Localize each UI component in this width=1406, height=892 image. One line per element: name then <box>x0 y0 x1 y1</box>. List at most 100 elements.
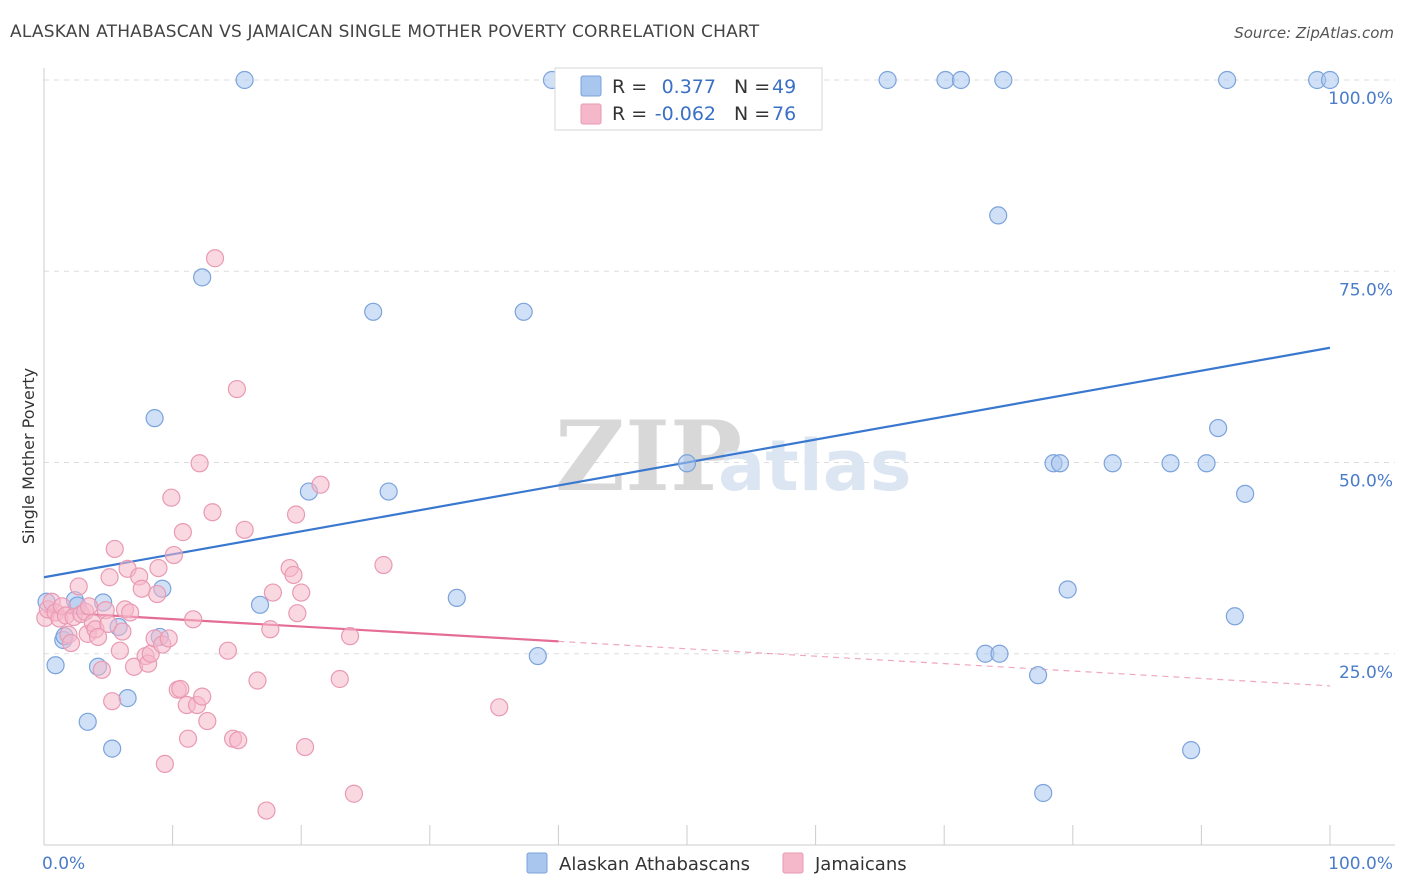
jamaican-point <box>173 523 192 542</box>
jamaican-point <box>148 584 167 604</box>
jamaican-point <box>203 503 222 522</box>
jamaican-point <box>61 633 81 653</box>
y-tick-label: 75.0% <box>1339 280 1393 300</box>
alaskan-athabascan-point <box>250 595 270 614</box>
legend-n-value: 76 <box>772 103 796 125</box>
jamaican-point <box>340 627 360 646</box>
legend-r-label: R = <box>612 103 647 125</box>
watermark-zip: ZIP <box>555 400 742 513</box>
alaskan-athabascan-point <box>235 70 254 90</box>
jamaican-point <box>184 610 203 629</box>
alaskan-athabascan-point <box>78 712 97 731</box>
jamaican-trend-line-extension <box>558 640 1331 687</box>
jamaican-point <box>132 579 151 598</box>
jamaican-point <box>193 687 212 706</box>
legend-swatch-blue <box>580 75 602 97</box>
y-axis-title: Single Mother Poverty <box>19 368 38 544</box>
jamaican-point <box>205 249 225 268</box>
alaskan-athabascan-point <box>118 689 137 708</box>
legend-label-alaskan-athabascans: Alaskan Athabascans <box>559 854 750 875</box>
alaskan-athabascan-point <box>1103 454 1122 473</box>
legend-swatch-pink <box>782 852 804 874</box>
alaskan-athabascan-point <box>677 454 697 473</box>
alaskan-athabascan-point <box>447 588 466 608</box>
data-points <box>36 70 1340 820</box>
jamaican-point <box>490 698 509 717</box>
y-tick-label: 50.0% <box>1339 472 1393 492</box>
jamaican-point <box>235 520 254 539</box>
tick-labels: 100.0% 75.0% 50.0% 25.0% 0.0% 100.0% <box>42 89 1393 874</box>
jamaican-point <box>171 679 190 699</box>
jamaican-point <box>229 731 248 750</box>
jamaican-point <box>121 603 140 622</box>
jamaican-point <box>374 555 393 575</box>
alaskan-athabascan-point <box>1197 454 1216 473</box>
jamaican-point <box>159 629 178 648</box>
alaskan-athabascan-point <box>528 646 547 666</box>
alaskan-athabascan-point <box>989 206 1008 225</box>
alaskan-athabascan-point <box>1182 741 1201 760</box>
alaskan-athabascan-point <box>379 482 398 501</box>
axes <box>43 68 1395 846</box>
jamaican-point <box>178 729 198 748</box>
legend-n-value: 49 <box>772 76 796 98</box>
legend-r-value: 0.377 <box>662 76 716 98</box>
jamaican-point <box>113 622 132 641</box>
alaskan-athabascan-point <box>193 268 212 287</box>
alaskan-athabascan-point <box>1209 418 1228 438</box>
alaskan-athabascan-point <box>145 409 164 428</box>
jamaican-point <box>162 488 181 507</box>
legend-n-label: N = <box>734 103 770 125</box>
jamaican-point <box>311 475 330 494</box>
trend-lines <box>43 346 1331 687</box>
alaskan-athabascan-point <box>514 302 533 321</box>
jamaican-point <box>99 614 118 634</box>
jamaican-point <box>330 669 349 689</box>
jamaican-point <box>69 577 88 596</box>
alaskan-athabascan-point <box>103 739 122 758</box>
jamaican-point <box>198 711 217 731</box>
jamaican-point <box>110 641 129 660</box>
legend-swatch-blue <box>526 852 548 874</box>
x-tick-label-max: 100.0% <box>1328 854 1393 874</box>
y-tick-label: 25.0% <box>1339 663 1393 683</box>
watermark-atlas: atlas <box>718 425 912 507</box>
jamaican-point <box>100 568 119 587</box>
alaskan-athabascan-point <box>1236 484 1255 503</box>
jamaican-point <box>248 671 267 690</box>
jamaican-point <box>149 558 168 578</box>
alaskan-athabascan-point <box>1161 454 1180 473</box>
alaskan-athabascan-point <box>994 70 1013 90</box>
jamaican-point <box>292 583 311 602</box>
jamaican-point <box>155 754 174 774</box>
alaskan-athabascan-point <box>1034 783 1053 803</box>
alaskan-athabascan-point <box>951 70 971 90</box>
jamaican-point <box>92 660 111 679</box>
legend-n-label: N = <box>734 76 770 98</box>
alaskan-athabascan-point <box>936 70 955 90</box>
alaskan-athabascan-point <box>1028 666 1048 685</box>
jamaican-point <box>218 641 237 660</box>
jamaican-point <box>257 801 276 820</box>
alaskan-athabascan-point <box>1058 580 1077 599</box>
jamaican-point <box>288 604 307 623</box>
jamaican-point <box>284 565 303 585</box>
alaskan-athabascan-point <box>1320 70 1340 90</box>
alaskan-athabascan-point <box>1225 607 1244 626</box>
alaskan-athabascan-point <box>46 656 65 675</box>
grid-lines <box>44 79 1395 655</box>
jamaican-point <box>103 692 122 711</box>
series-legend: Alaskan Athabascans Jamaicans <box>526 852 907 875</box>
jamaican-point <box>286 505 306 524</box>
stats-legend: R = 0.377 N = 49 R = -0.062 N = 76 <box>554 67 823 131</box>
jamaican-point <box>105 539 124 559</box>
alaskan-athabascan-point <box>364 302 383 321</box>
alaskan-athabascan-point <box>990 644 1009 663</box>
source-label: Source: ZipAtlas.com <box>1234 24 1394 42</box>
jamaican-point <box>164 545 183 565</box>
legend-r-value: -0.062 <box>655 103 716 125</box>
y-tick-label: 100.0% <box>1328 89 1393 109</box>
watermark: ZIP atlas <box>555 400 912 513</box>
jamaican-point <box>295 737 315 757</box>
